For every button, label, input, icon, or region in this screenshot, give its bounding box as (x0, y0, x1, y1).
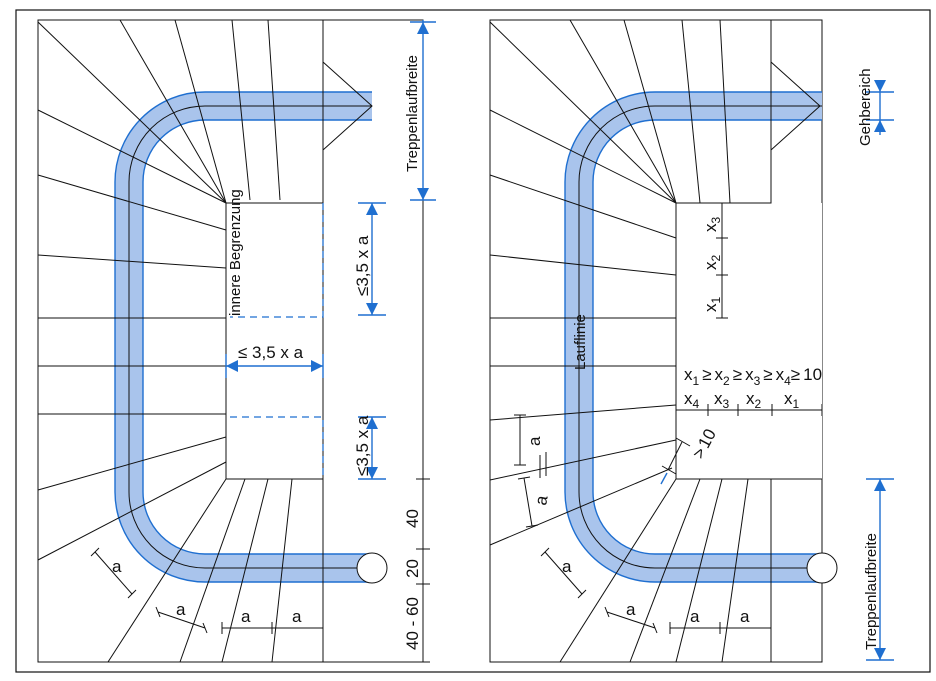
right-tread-depth-dimension (716, 202, 728, 319)
left-width-dimension (410, 20, 436, 201)
right-min-10-dimension (660, 437, 691, 485)
left-step-a-3: a (241, 607, 251, 626)
right-step-dimensions (514, 414, 772, 634)
right-step-a-4: a (626, 600, 636, 619)
right-step-a-3: a (562, 557, 572, 576)
right-step-a-6: a (740, 607, 750, 626)
left-max-width-dimension (225, 354, 324, 378)
right-formula: x1 ≥ x2 ≥ x3 ≥ x4≥ 10 (684, 365, 822, 388)
left-step-a-2: a (176, 600, 186, 619)
right-step-a-5: a (690, 607, 700, 626)
right-x4-horizontal: x4 (684, 389, 700, 411)
right-x3-vertical: x3 (701, 217, 723, 233)
left-inner-boundary-label: innere Begrenzung (227, 189, 244, 316)
right-walking-zone-dimension (866, 80, 894, 135)
left-dim-40-label: 40 (403, 509, 422, 528)
right-walking-zone-label: Gehbereich (857, 68, 874, 146)
left-stair-plan: innere Begrenzung Treppenlaufbreite ≤3,5… (37, 19, 436, 663)
left-newel-post (356, 552, 388, 584)
left-step-a-1: a (112, 557, 122, 576)
right-exit-arrow (770, 61, 821, 151)
left-dim-20-label: 20 (403, 559, 422, 578)
right-treads (489, 19, 749, 663)
right-band-outer-edge (564, 91, 822, 583)
right-step-a-2: a (531, 494, 551, 507)
right-x1-vertical: x1 (701, 297, 723, 313)
left-stair-outline (37, 19, 424, 663)
right-walk-line-label: Lauflinie (572, 314, 589, 370)
left-step-a-4: a (292, 607, 302, 626)
left-band-inner-edge (142, 119, 372, 555)
right-step-a-1: a (525, 436, 544, 446)
left-max-top-label: ≤3,5 x a (353, 235, 372, 296)
right-horizontal-x-dimension (675, 404, 823, 416)
right-band-inner-edge (592, 119, 822, 555)
right-width-dimension (866, 478, 894, 661)
right-stair-plan: Lauflinie x3 x2 x1 x1 ≥ x2 ≥ x3 ≥ x4≥ 10 x4 x3 … (489, 19, 894, 663)
outer-frame (15, 9, 931, 673)
left-max-top-dimension (358, 202, 386, 316)
right-walk-line (578, 105, 822, 569)
right-newel-post (806, 552, 838, 584)
right-x3-horizontal: x3 (714, 389, 730, 411)
left-exit-arrow (322, 61, 373, 151)
right-stair-width-label: Treppenlaufbreite (863, 533, 880, 650)
left-treads (37, 19, 293, 663)
right-x1-horizontal: x1 (784, 389, 800, 411)
right-x2-vertical: x2 (701, 255, 723, 271)
left-stair-width-label: Treppenlaufbreite (404, 55, 421, 172)
left-dashed-limit-top (230, 203, 324, 318)
left-max-bottom-dimension (358, 416, 386, 480)
left-walkline-position-dimensions (416, 478, 430, 663)
right-x2-horizontal: x2 (746, 389, 762, 411)
left-max-bottom-label: ≤3,5 x a (353, 415, 372, 476)
left-dim-40-60-label: 40 - 60 (403, 597, 422, 650)
left-inner-newel (225, 202, 324, 480)
left-dashed-limit-bottom (230, 416, 324, 479)
left-max-width-label: ≤ 3,5 x a (238, 343, 304, 362)
left-step-dimensions (90, 547, 324, 634)
left-walk-line (128, 105, 372, 569)
